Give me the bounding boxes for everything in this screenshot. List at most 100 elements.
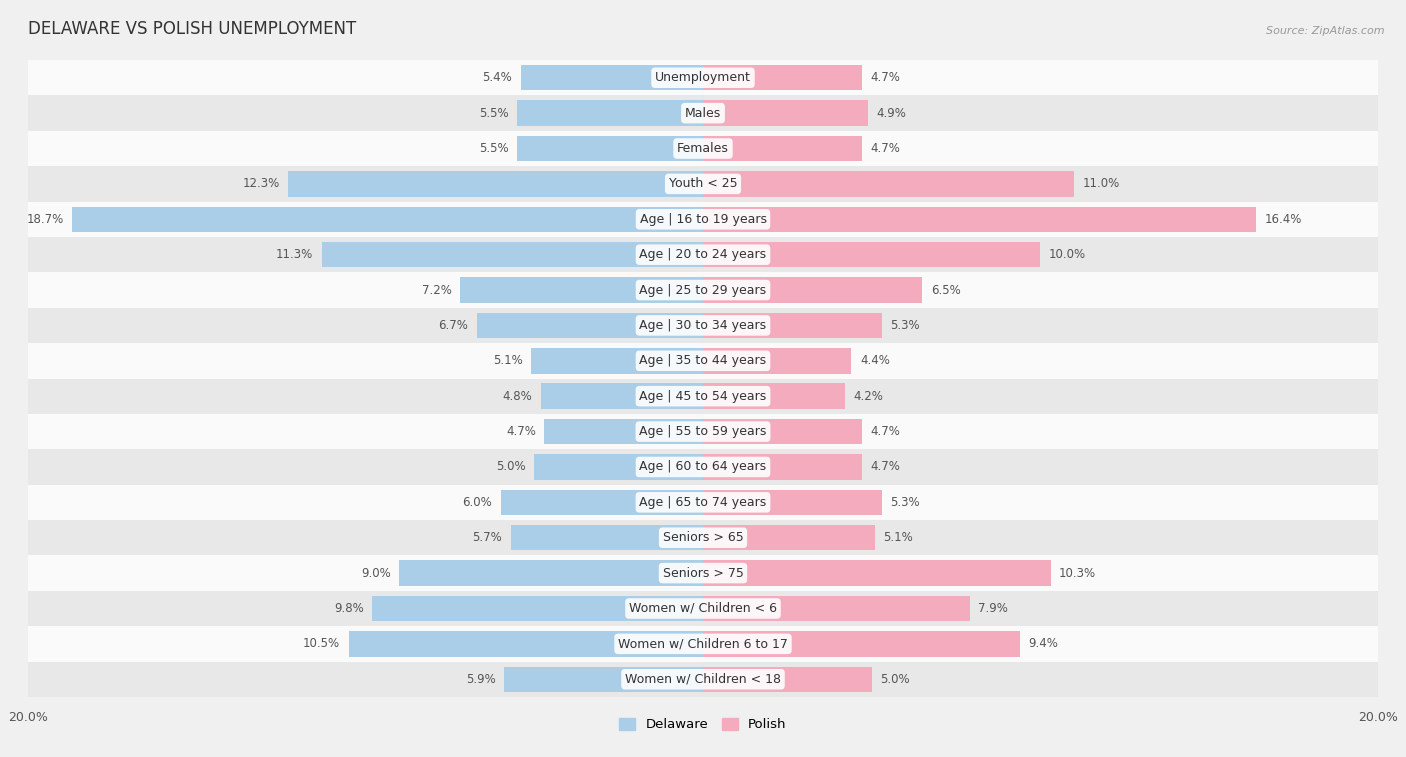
Bar (503, 666, 703, 692)
Text: Age | 65 to 74 years: Age | 65 to 74 years (640, 496, 766, 509)
Text: Age | 20 to 24 years: Age | 20 to 24 years (640, 248, 766, 261)
Bar (703, 596, 970, 621)
Text: 4.7%: 4.7% (870, 425, 900, 438)
Text: Youth < 25: Youth < 25 (669, 177, 737, 191)
Bar (28, 626, 1378, 662)
Bar (501, 490, 703, 515)
Text: 5.0%: 5.0% (496, 460, 526, 473)
Bar (399, 560, 703, 586)
Bar (703, 207, 1257, 232)
Bar (28, 590, 1378, 626)
Text: 5.9%: 5.9% (465, 673, 495, 686)
Text: Males: Males (685, 107, 721, 120)
Text: 5.1%: 5.1% (492, 354, 523, 367)
Bar (510, 525, 703, 550)
Bar (28, 131, 1378, 167)
Bar (703, 419, 862, 444)
Bar (703, 631, 1021, 656)
Bar (349, 631, 703, 656)
Text: Age | 45 to 54 years: Age | 45 to 54 years (640, 390, 766, 403)
Text: 4.9%: 4.9% (877, 107, 907, 120)
Text: 16.4%: 16.4% (1265, 213, 1302, 226)
Text: DELAWARE VS POLISH UNEMPLOYMENT: DELAWARE VS POLISH UNEMPLOYMENT (28, 20, 356, 38)
Bar (703, 277, 922, 303)
Bar (703, 384, 845, 409)
Bar (703, 348, 852, 373)
Text: 9.0%: 9.0% (361, 566, 391, 580)
Bar (28, 662, 1378, 697)
Bar (28, 414, 1378, 449)
Text: 10.3%: 10.3% (1059, 566, 1097, 580)
Bar (477, 313, 703, 338)
Bar (544, 419, 703, 444)
Text: 5.7%: 5.7% (472, 531, 502, 544)
Bar (460, 277, 703, 303)
Bar (703, 313, 882, 338)
Text: 4.7%: 4.7% (870, 460, 900, 473)
Bar (28, 201, 1378, 237)
Bar (322, 242, 703, 267)
Bar (703, 666, 872, 692)
Bar (520, 65, 703, 91)
Bar (703, 242, 1040, 267)
Text: 5.5%: 5.5% (479, 107, 509, 120)
Text: 11.0%: 11.0% (1083, 177, 1119, 191)
Legend: Delaware, Polish: Delaware, Polish (614, 712, 792, 737)
Text: 4.8%: 4.8% (503, 390, 533, 403)
Text: Unemployment: Unemployment (655, 71, 751, 84)
Bar (28, 378, 1378, 414)
Text: 7.2%: 7.2% (422, 284, 451, 297)
Bar (703, 560, 1050, 586)
Text: 11.3%: 11.3% (276, 248, 314, 261)
Text: 6.0%: 6.0% (463, 496, 492, 509)
Bar (703, 454, 862, 480)
Bar (534, 454, 703, 480)
Text: Age | 55 to 59 years: Age | 55 to 59 years (640, 425, 766, 438)
Text: Age | 16 to 19 years: Age | 16 to 19 years (640, 213, 766, 226)
Bar (541, 384, 703, 409)
Text: 9.4%: 9.4% (1029, 637, 1059, 650)
Text: Women w/ Children < 6: Women w/ Children < 6 (628, 602, 778, 615)
Text: 4.7%: 4.7% (870, 71, 900, 84)
Bar (703, 525, 875, 550)
Text: 4.2%: 4.2% (853, 390, 883, 403)
Bar (28, 237, 1378, 273)
Text: Seniors > 75: Seniors > 75 (662, 566, 744, 580)
Bar (72, 207, 703, 232)
Text: 5.0%: 5.0% (880, 673, 910, 686)
Text: Age | 35 to 44 years: Age | 35 to 44 years (640, 354, 766, 367)
Bar (28, 556, 1378, 590)
Bar (531, 348, 703, 373)
Text: 5.3%: 5.3% (890, 319, 920, 332)
Bar (703, 171, 1074, 197)
Text: 5.3%: 5.3% (890, 496, 920, 509)
Text: 9.8%: 9.8% (335, 602, 364, 615)
Text: 18.7%: 18.7% (27, 213, 63, 226)
Text: Age | 25 to 29 years: Age | 25 to 29 years (640, 284, 766, 297)
Text: Age | 30 to 34 years: Age | 30 to 34 years (640, 319, 766, 332)
Bar (703, 490, 882, 515)
Text: Source: ZipAtlas.com: Source: ZipAtlas.com (1267, 26, 1385, 36)
Text: 4.7%: 4.7% (870, 142, 900, 155)
Text: Women w/ Children 6 to 17: Women w/ Children 6 to 17 (619, 637, 787, 650)
Text: 6.5%: 6.5% (931, 284, 960, 297)
Bar (28, 308, 1378, 343)
Text: 4.4%: 4.4% (860, 354, 890, 367)
Bar (373, 596, 703, 621)
Text: 6.7%: 6.7% (439, 319, 468, 332)
Text: 7.9%: 7.9% (979, 602, 1008, 615)
Text: Seniors > 65: Seniors > 65 (662, 531, 744, 544)
Bar (28, 520, 1378, 556)
Bar (28, 167, 1378, 201)
Bar (703, 101, 869, 126)
Text: 4.7%: 4.7% (506, 425, 536, 438)
Text: 12.3%: 12.3% (242, 177, 280, 191)
Bar (28, 343, 1378, 378)
Text: 5.4%: 5.4% (482, 71, 512, 84)
Bar (517, 101, 703, 126)
Text: Women w/ Children < 18: Women w/ Children < 18 (626, 673, 780, 686)
Text: 10.0%: 10.0% (1049, 248, 1085, 261)
Bar (703, 136, 862, 161)
Text: Females: Females (678, 142, 728, 155)
Text: 10.5%: 10.5% (304, 637, 340, 650)
